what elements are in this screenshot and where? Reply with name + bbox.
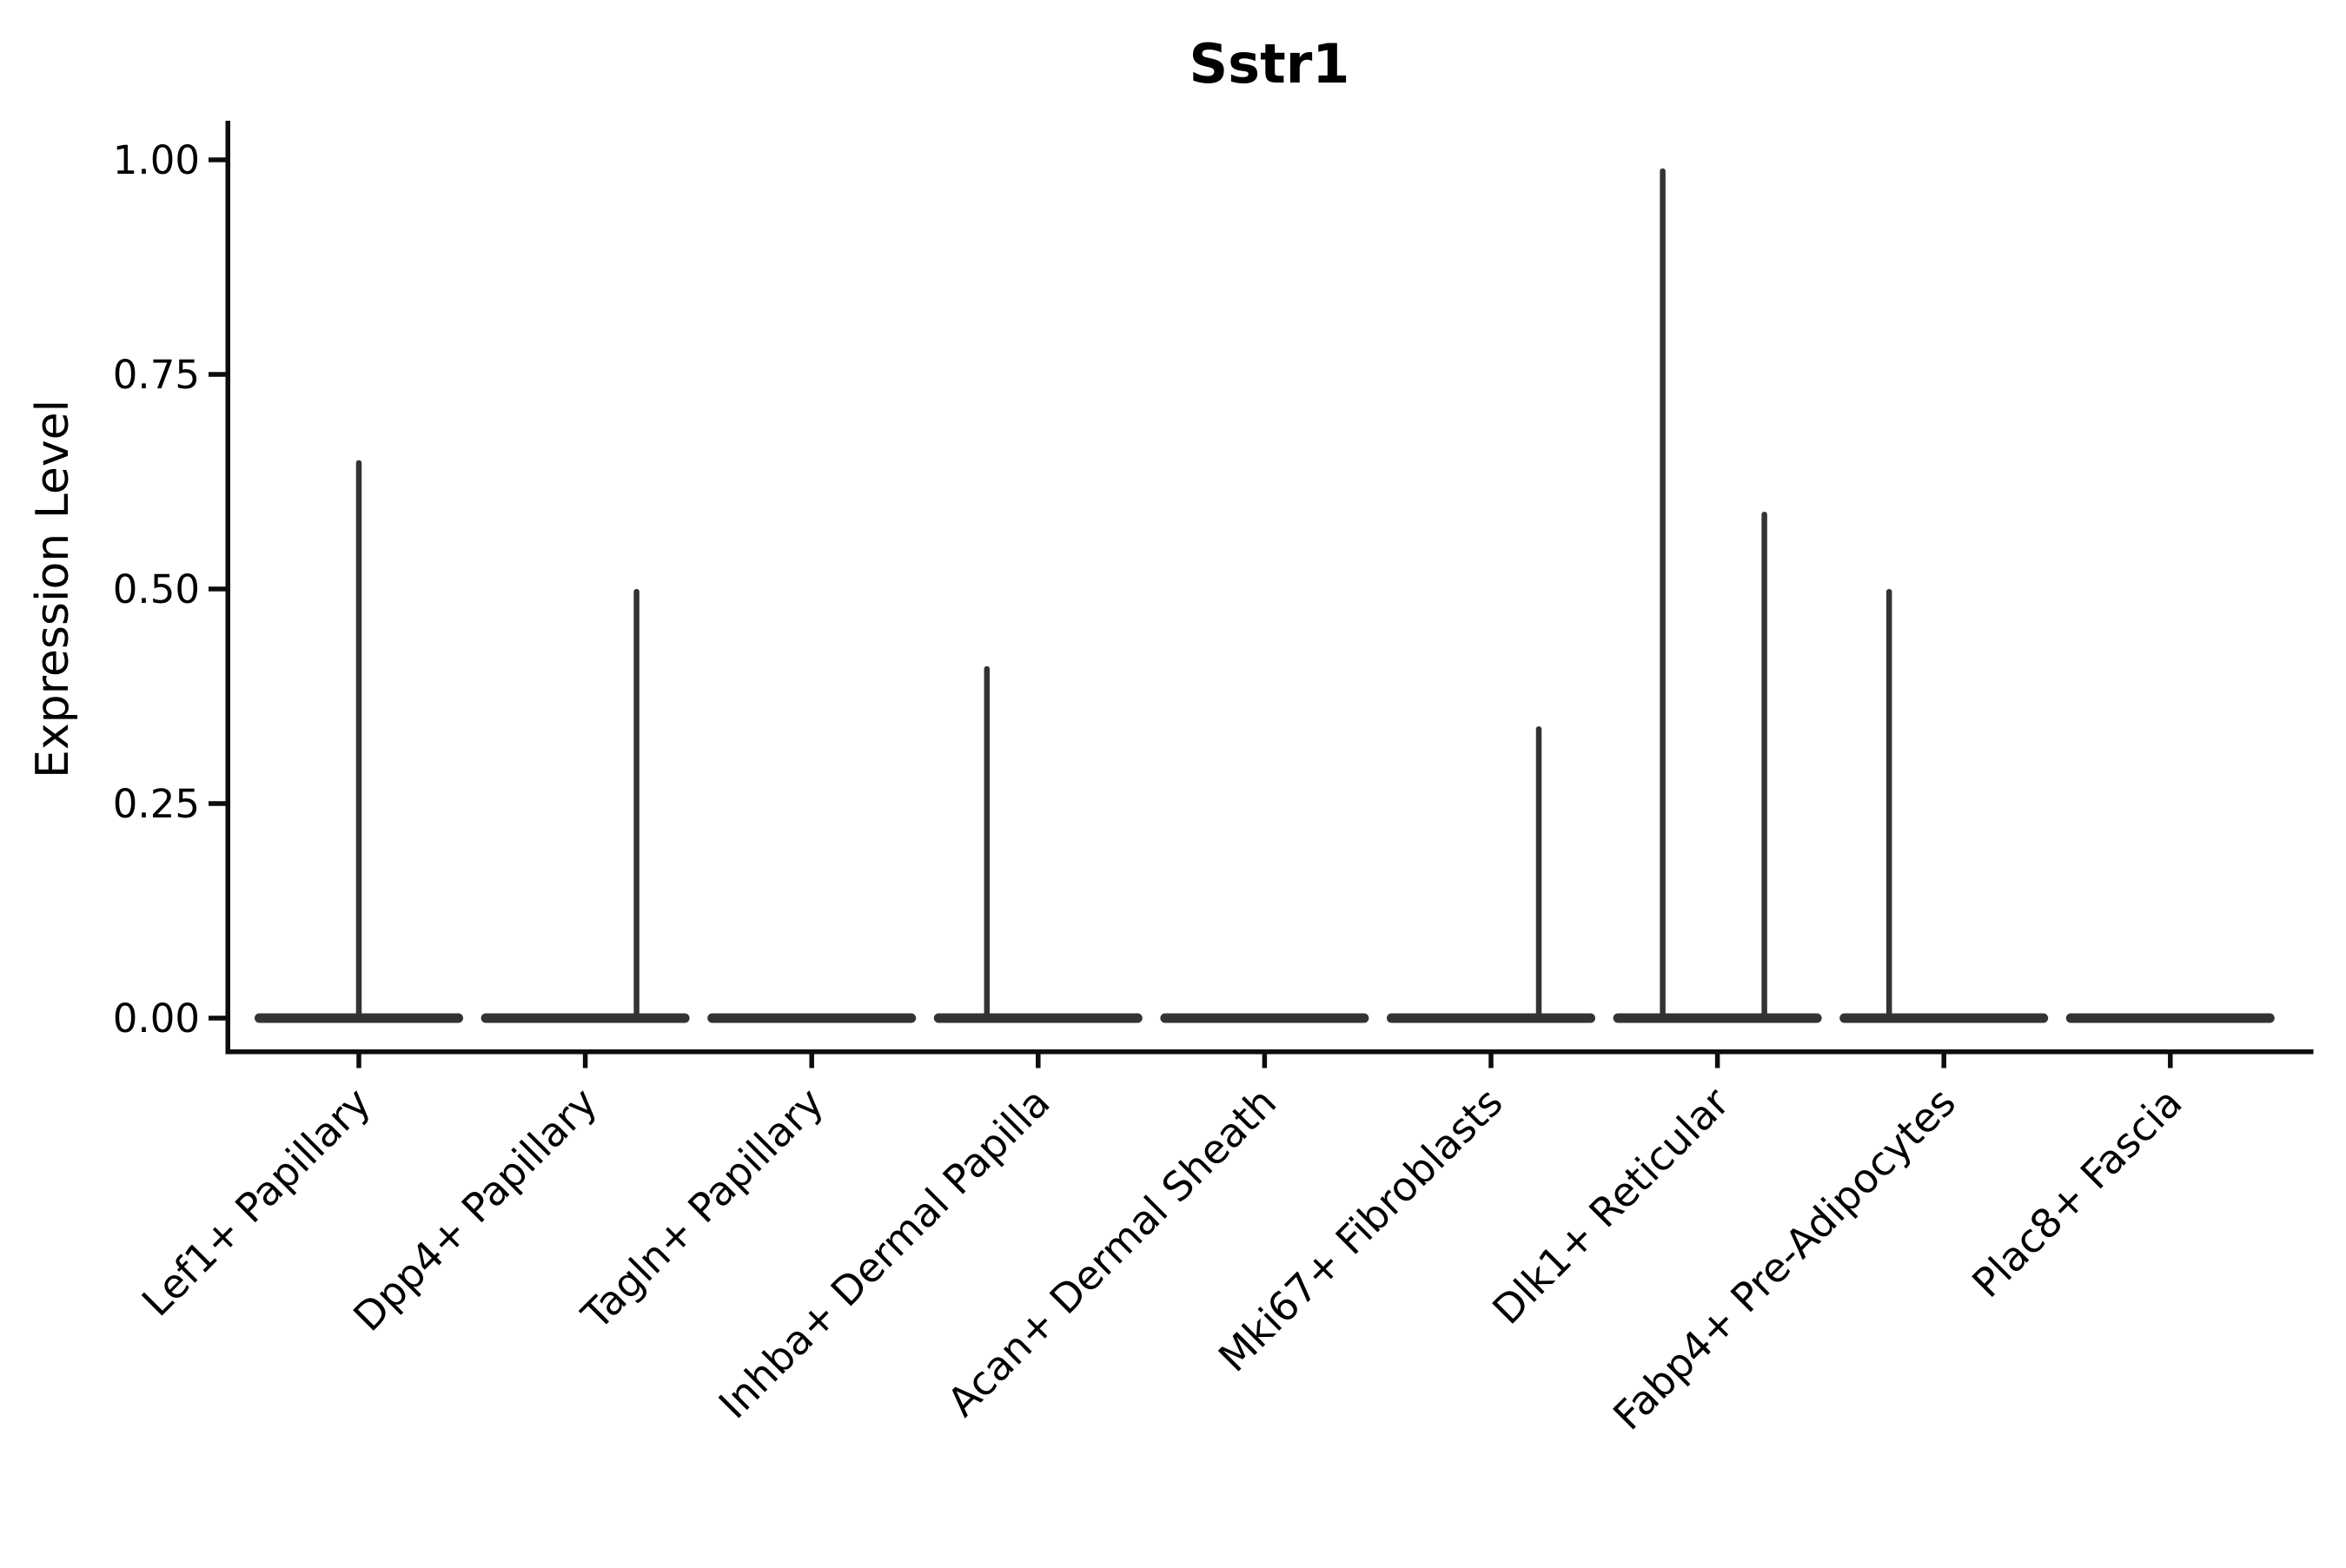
violin-spike: [1535, 726, 1542, 1023]
x-tick-label: Lef1+ Papillary: [133, 1079, 380, 1326]
violin-spike: [1660, 168, 1666, 1023]
x-tick-mark: [1262, 1054, 1268, 1068]
violin: [933, 665, 1143, 1023]
y-tick-label: 0.75: [113, 352, 200, 398]
x-tick-mark: [2168, 1054, 2173, 1068]
y-tick-label: 0.25: [113, 781, 200, 827]
violin-base: [1839, 1013, 2049, 1023]
y-tick-mark: [209, 801, 228, 806]
x-tick-label: Tagln+ Papillary: [572, 1079, 832, 1340]
x-tick-mark: [1036, 1054, 1041, 1068]
x-tick-mark: [582, 1054, 588, 1068]
x-tick-label: Dpp4+ Papillary: [344, 1079, 606, 1340]
violin: [480, 589, 690, 1023]
x-tick-mark: [1941, 1054, 1946, 1068]
y-axis-label: Expression Level: [27, 400, 79, 778]
violin: [707, 1013, 917, 1023]
violin-spike: [633, 589, 640, 1023]
violin-base: [1160, 1013, 1369, 1023]
violin-base: [933, 1013, 1143, 1023]
y-tick-mark: [209, 1016, 228, 1021]
violin-spike: [984, 665, 991, 1023]
violin-base: [1613, 1013, 1822, 1023]
violin-base: [707, 1013, 917, 1023]
violins-group: [255, 168, 2275, 1023]
x-axis-spine: [225, 1049, 2314, 1055]
x-tick-mark: [1714, 1054, 1720, 1068]
x-tick-mark: [1488, 1054, 1494, 1068]
x-tick-mark: [809, 1054, 814, 1068]
chart-title: Sstr1: [1190, 32, 1350, 96]
y-tick-mark: [209, 586, 228, 592]
violin: [1613, 168, 1822, 1023]
violin: [255, 460, 463, 1023]
x-tick-mark: [356, 1054, 361, 1068]
violin: [1839, 589, 2049, 1023]
violin: [2065, 1013, 2275, 1023]
violin-base: [480, 1013, 690, 1023]
violin-spike: [355, 460, 362, 1023]
y-tick-label: 1.00: [113, 137, 200, 183]
violin-base: [2065, 1013, 2275, 1023]
y-tick-label: 0.50: [113, 566, 200, 612]
y-tick-label: 0.00: [113, 996, 200, 1042]
y-tick-mark: [209, 372, 228, 377]
y-axis-spine: [225, 121, 230, 1054]
violin-spike: [1885, 589, 1892, 1023]
y-axis: 1.00 0.75 0.50 0.25 0.00: [113, 137, 228, 1042]
violin-base: [1387, 1013, 1595, 1023]
violin: [1160, 1013, 1369, 1023]
x-tick-label: Dlk1+ Reticular: [1483, 1079, 1738, 1333]
x-tick-label: Plac8+ Fascia: [1963, 1079, 2190, 1307]
violin: [1387, 726, 1595, 1023]
violin-spike: [1761, 512, 1767, 1023]
y-tick-mark: [209, 157, 228, 162]
